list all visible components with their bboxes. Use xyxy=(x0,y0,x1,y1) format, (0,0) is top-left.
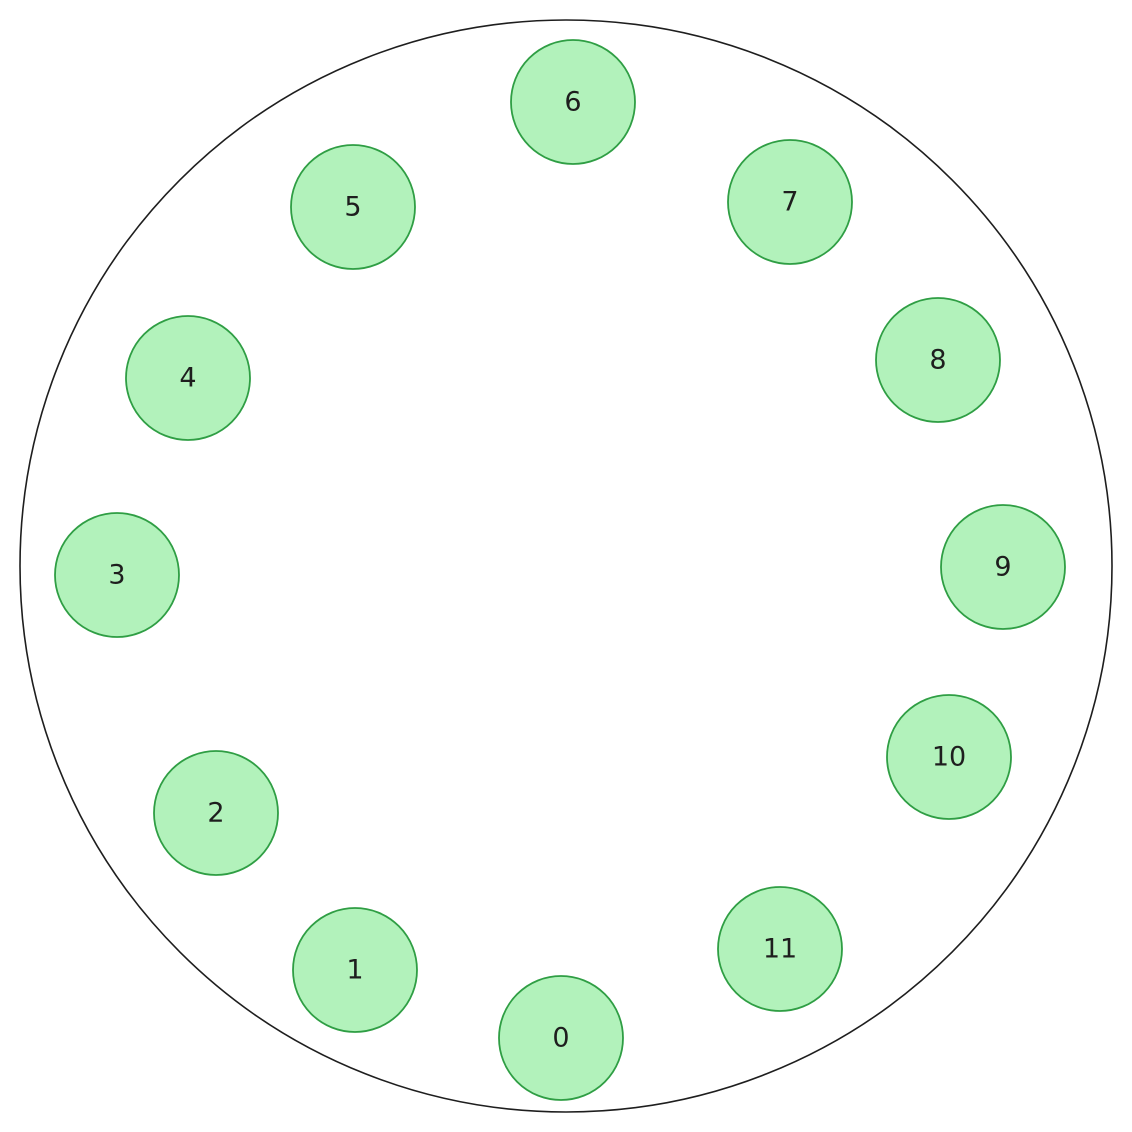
node-4-circle xyxy=(125,315,251,441)
node-9[interactable]: 9 xyxy=(940,504,1066,630)
node-2[interactable]: 2 xyxy=(153,750,279,876)
node-0-label: 0 xyxy=(552,1023,569,1054)
node-1-label: 1 xyxy=(346,955,363,986)
node-11[interactable]: 11 xyxy=(717,886,843,1012)
node-3-label: 3 xyxy=(108,560,125,591)
node-5-label: 5 xyxy=(344,192,361,223)
node-6-circle xyxy=(510,39,636,165)
node-3-circle xyxy=(54,512,180,638)
node-1[interactable]: 1 xyxy=(292,907,418,1033)
node-0[interactable]: 0 xyxy=(498,975,624,1101)
node-9-circle xyxy=(940,504,1066,630)
node-8-circle xyxy=(875,297,1001,423)
node-10-label: 10 xyxy=(932,742,966,773)
node-2-label: 2 xyxy=(207,798,224,829)
node-10[interactable]: 10 xyxy=(886,694,1012,820)
node-11-label: 11 xyxy=(763,934,797,965)
node-8-label: 8 xyxy=(929,345,946,376)
node-7[interactable]: 7 xyxy=(727,139,853,265)
node-6[interactable]: 6 xyxy=(510,39,636,165)
outer-ring xyxy=(19,19,1113,1113)
node-10-circle xyxy=(886,694,1012,820)
node-8[interactable]: 8 xyxy=(875,297,1001,423)
node-5[interactable]: 5 xyxy=(290,144,416,270)
node-7-circle xyxy=(727,139,853,265)
node-0-circle xyxy=(498,975,624,1101)
node-11-circle xyxy=(717,886,843,1012)
node-1-circle xyxy=(292,907,418,1033)
node-6-label: 6 xyxy=(564,87,581,118)
node-4-label: 4 xyxy=(179,363,196,394)
node-9-label: 9 xyxy=(994,552,1011,583)
node-5-circle xyxy=(290,144,416,270)
node-7-label: 7 xyxy=(781,187,798,218)
node-2-circle xyxy=(153,750,279,876)
node-3[interactable]: 3 xyxy=(54,512,180,638)
node-4[interactable]: 4 xyxy=(125,315,251,441)
